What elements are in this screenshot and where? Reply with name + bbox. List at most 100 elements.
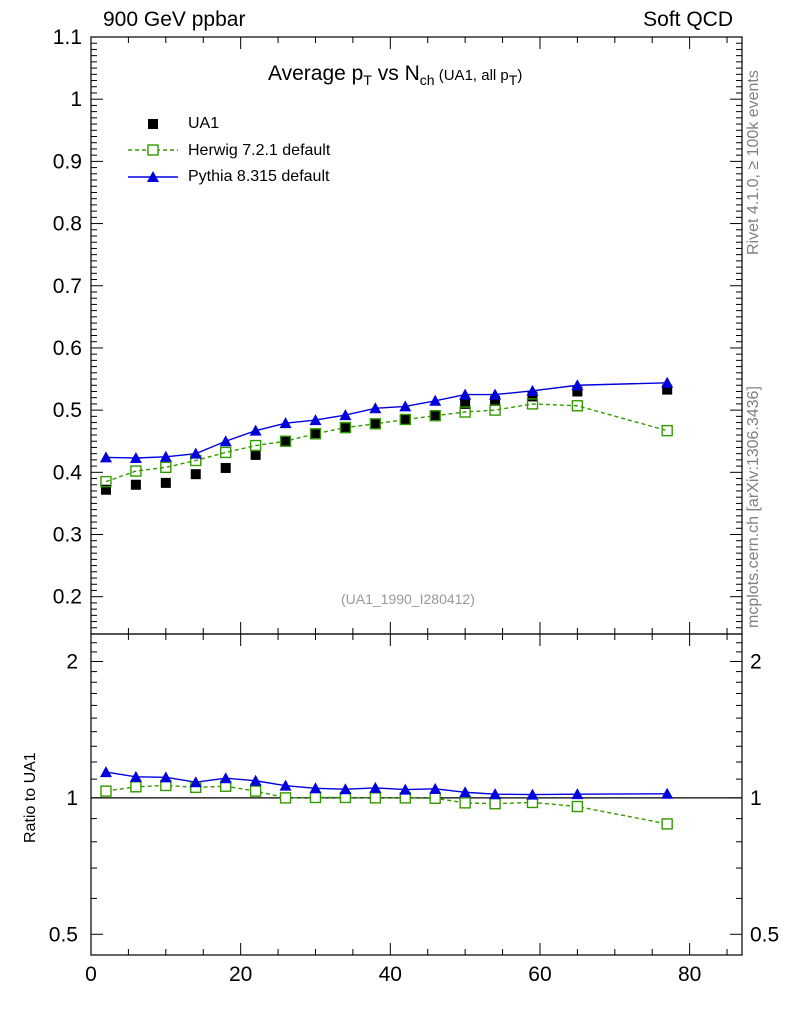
herwig-data-point [130,465,142,477]
ua1-data-point [572,386,583,397]
pythia-ratio-point [99,766,112,778]
herwig-ratio-point [661,818,673,830]
header-left: 900 GeV ppbar [103,8,246,31]
header-right: Soft QCD [643,8,733,31]
pythia-ratio-point [279,779,292,791]
y-tick-label: 0.2 [53,586,82,609]
ua1-data-point [370,418,381,429]
ratio-tick-label: 1 [66,787,78,810]
herwig-ratio-point [100,785,112,797]
pythia-ratio-point [526,788,539,800]
y-tick-label: 0.4 [53,461,83,484]
ua1-data-point [460,398,471,409]
legend-herwig-marker [147,144,159,156]
ua1-data-point [430,410,441,421]
ua1-data-point [662,384,673,395]
legend-pythia-label: Pythia 8.315 default [188,168,330,185]
ua1-data-point [490,395,501,406]
ua1-data-point [130,479,141,490]
pythia-data-point [309,414,322,426]
ua1-data-point [250,449,261,460]
ratio-tick-label-right: 2 [750,650,762,673]
pythia-data-point [99,451,112,463]
legend-herwig-label: Herwig 7.2.1 default [188,142,331,159]
analysis-id: (UA1_1990_I280412) [341,591,475,607]
title-sub1: T [363,72,372,89]
ratio-tick-label-right: 1 [750,787,762,810]
mcplots-label: mcplots.cern.ch [arXiv:1306.3436] [745,386,762,628]
ratio-tick-label: 2 [66,650,78,673]
legend-ua1-marker [148,119,158,129]
x-tick-label: 80 [678,963,701,986]
chart-title: Average pT vs Nch (UA1, all pT) [268,62,522,88]
ratio-axis-label: Ratio to UA1 [22,752,39,843]
pythia-line [105,382,668,459]
ua1-data-point [340,423,351,434]
pythia-ratio-point [489,788,502,800]
pythia-ratio-point [571,788,584,800]
pythia-ratio-point [399,783,412,795]
herwig-data-point [309,428,322,440]
herwig-ratio-point [369,792,382,804]
herwig-ratio-point [309,791,322,804]
pythia-ratio-point [429,782,442,794]
herwig-data-point [249,439,262,452]
pythia-ratio-point [459,786,472,798]
pythia-ratio-point [339,783,352,795]
ua1-data-point [100,484,111,495]
herwig-data-point [369,418,382,430]
y-tick-label: 0.5 [53,399,82,422]
herwig-data-point [661,424,673,437]
title-sub2: ch [419,72,435,89]
herwig-ratio-point [571,800,584,813]
herwig-data-point [100,475,112,488]
herwig-ratio-point [489,797,501,810]
pythia-data-point [399,400,412,412]
ratio-tick-label-right: 0.5 [750,923,779,946]
y-tick-label: 1 [70,88,82,111]
pythia-ratio-point [249,774,262,786]
pythia-data-point [279,417,292,429]
y-tick-label: 0.8 [53,213,82,236]
title-main: Average p [268,62,364,85]
ua1-data-point [527,391,538,402]
legend-ua1-label: UA1 [188,115,220,132]
legend-pythia-marker [147,171,159,182]
herwig-data-point [489,404,501,416]
herwig-ratio-point [249,785,262,797]
ratio-tick-label: 0.5 [49,923,78,946]
ratio-plot-frame [90,633,743,956]
pythia-ratio-point [129,770,142,782]
y-tick-label: 0.7 [53,275,82,298]
title-mid: vs N [371,62,420,85]
pythia-data-point [489,388,502,400]
herwig-data-point [279,435,292,447]
x-tick-label: 0 [85,963,97,986]
pythia-data-point [369,402,382,414]
pythia-data-point [189,447,202,459]
herwig-data-point [526,398,539,410]
pythia-data-point [429,394,442,406]
herwig-ratio-point [459,797,471,809]
herwig-ratio-point [130,781,142,793]
y-tick-label: 1.1 [53,26,82,49]
pythia-ratio-point [661,787,674,799]
title-end: ) [517,67,523,84]
ua1-data-point [280,436,291,447]
herwig-ratio-point [279,792,292,804]
herwig-data-point [399,413,411,426]
herwig-data-point [339,421,352,434]
y-tick-label: 0.9 [53,150,82,173]
x-tick-label: 60 [528,963,551,986]
ua1-data-point [220,462,231,473]
title-small: (UA1, all p [434,67,509,84]
title-sub3: T [508,72,518,89]
pythia-data-point [249,424,262,436]
x-tick-label: 20 [229,963,252,986]
ua1-data-point [160,477,171,488]
pythia-ratio-point [189,776,202,788]
pythia-data-point [159,450,172,462]
pythia-data-point [571,379,584,391]
pythia-data-point [129,452,142,464]
